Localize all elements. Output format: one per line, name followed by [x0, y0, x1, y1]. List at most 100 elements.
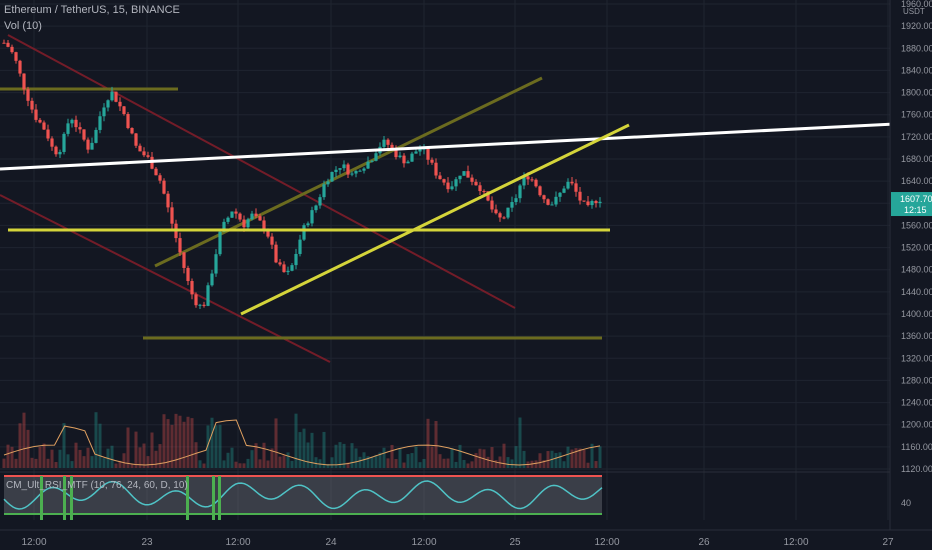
red-channel-lines	[0, 34, 516, 363]
symbol-legend[interactable]: Ethereum / TetherUS, 15, BINANCE	[4, 4, 180, 16]
candle-body	[322, 184, 326, 198]
candle-body	[18, 60, 22, 74]
volume-bar	[218, 424, 222, 468]
candle-body	[226, 217, 230, 222]
candle-body	[302, 225, 306, 240]
price-tick-label: 1120.00	[901, 464, 932, 474]
volume-bar	[214, 425, 218, 468]
candle-body	[526, 176, 530, 180]
volume-bar	[466, 463, 470, 468]
price-axis[interactable]: 1960.00 1920.00 1880.00 1840.00 1800.00 1760.…	[889, 0, 932, 550]
candle-body	[482, 191, 486, 193]
time-tick-label: 12:00	[411, 537, 436, 548]
volume-bar	[206, 425, 210, 468]
candle-body	[530, 179, 534, 181]
volume-bar	[142, 443, 146, 468]
candle-body	[90, 142, 94, 150]
candle-body	[362, 168, 366, 171]
volume-bar	[182, 421, 186, 468]
volume-bar	[326, 463, 330, 468]
candle-body	[414, 151, 418, 154]
candle-body	[358, 170, 362, 172]
candle-body	[586, 201, 590, 206]
candle-body	[474, 181, 478, 186]
candle-body	[390, 144, 394, 149]
volume-bar	[450, 448, 454, 468]
volume-bar	[34, 458, 38, 468]
volume-bar	[382, 447, 386, 468]
candle-body	[458, 175, 462, 180]
candle-body	[114, 91, 118, 102]
price-tick-label: 1280.00	[901, 375, 932, 385]
volume-bar	[366, 456, 370, 468]
volume-bar	[74, 442, 78, 468]
volume-bar	[14, 458, 18, 468]
candle-body	[326, 181, 330, 185]
volume-bar	[246, 458, 250, 468]
volume-bars	[2, 412, 602, 468]
price-axis-bg	[890, 0, 932, 550]
volume-bar	[302, 428, 306, 468]
volume-bar	[174, 413, 178, 468]
volume-bar	[514, 446, 518, 468]
volume-bar	[414, 446, 418, 468]
candle-body	[290, 265, 294, 271]
volume-bar	[114, 463, 118, 468]
volume-bar	[490, 447, 494, 468]
time-tick-label: 24	[325, 537, 337, 548]
candle-body	[234, 211, 238, 214]
volume-bar	[258, 459, 262, 468]
volume-bar	[334, 444, 338, 468]
volume-bar	[2, 458, 6, 468]
candle-body	[374, 153, 378, 161]
candle-body	[138, 145, 142, 152]
rsi-oversold-marker	[70, 476, 73, 520]
volume-bar	[286, 452, 290, 468]
candle-body	[42, 122, 46, 130]
volume-bar	[22, 412, 26, 468]
volume-bar	[54, 462, 58, 468]
candle-body	[266, 230, 270, 237]
candle-body	[206, 285, 210, 306]
volume-bar	[234, 461, 238, 468]
candle-body	[298, 239, 302, 254]
volume-bar	[90, 456, 94, 468]
volume-bar	[194, 442, 198, 468]
rsi-legend[interactable]: CM_Ult_RSI_MTF (10, 76, 24, 60, D, 10)	[6, 480, 188, 491]
trendlines	[0, 122, 896, 316]
volume-legend[interactable]: Vol (10)	[4, 20, 42, 32]
countdown-label: 12:15	[904, 205, 927, 215]
candle-body	[502, 217, 506, 219]
candle-body	[426, 148, 430, 160]
candle-body	[418, 149, 422, 152]
last-price-label: 1607.70	[900, 194, 932, 204]
candle-body	[154, 168, 158, 176]
candle-body	[230, 211, 234, 218]
volume-bar	[522, 450, 526, 468]
candle-body	[58, 151, 62, 155]
time-axis[interactable]: 12:00 23 12:00 24 12:00 25 12:00 26 12:00 27	[0, 529, 932, 548]
volume-bar	[166, 419, 170, 468]
candle-body	[202, 304, 206, 306]
yellow-ascending-trendline	[240, 123, 630, 316]
candle-body	[170, 207, 174, 224]
price-unit-label: USDT	[903, 7, 925, 16]
candle-body	[538, 186, 542, 196]
candle-body	[590, 201, 594, 206]
volume-bar	[518, 417, 522, 468]
candle-body	[542, 195, 546, 200]
volume-bar	[322, 431, 326, 468]
volume-bar	[510, 459, 514, 468]
volume-bar	[306, 442, 310, 468]
volume-bar	[342, 443, 346, 468]
rsi-oversold-marker	[218, 476, 221, 520]
candle-body	[574, 183, 578, 192]
price-tick-label: 1400.00	[901, 309, 932, 319]
candle-body	[278, 262, 282, 265]
candle-body	[74, 119, 78, 128]
candle-body	[514, 198, 518, 203]
volume-bar	[354, 448, 358, 468]
volume-ma-line	[3, 419, 601, 466]
rsi-tick-label: 40	[901, 498, 911, 508]
